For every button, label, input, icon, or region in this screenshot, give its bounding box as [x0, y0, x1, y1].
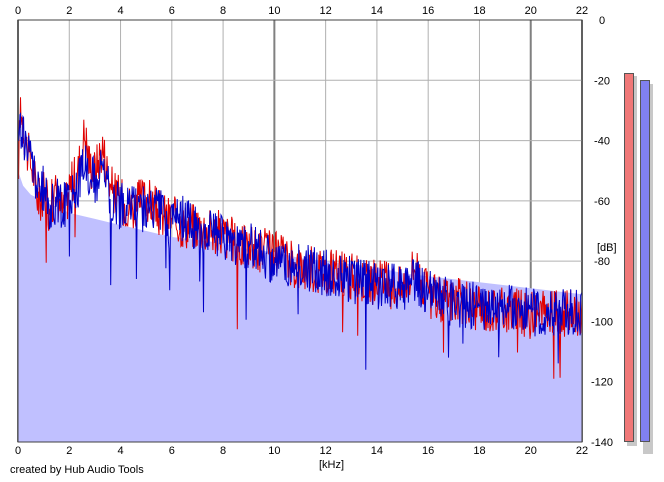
y-tick-label: -100: [591, 316, 613, 328]
x-tick-label-bottom: 10: [268, 445, 280, 457]
y-axis-label: [dB]: [597, 242, 617, 254]
x-tick-label-bottom: 6: [169, 445, 175, 457]
x-tick-label-top: 20: [525, 5, 537, 17]
x-tick-label-bottom: 20: [525, 445, 537, 457]
x-tick-label-top: 18: [473, 5, 485, 17]
plot-frame: [17, 19, 583, 443]
x-tick-label-top: 6: [169, 5, 175, 17]
y-tick-label: -40: [594, 136, 610, 148]
x-tick-label-bottom: 18: [473, 445, 485, 457]
x-tick-label-top: 10: [268, 5, 280, 17]
spectrum-area: [18, 170, 582, 442]
x-tick-label-bottom: 16: [422, 445, 434, 457]
spectrum-series: [17, 97, 583, 379]
x-tick-label-bottom: 2: [66, 445, 72, 457]
tick-labels: 002244668810101212141416161818202022220-…: [15, 5, 613, 457]
spectrum-fill: [18, 170, 582, 442]
y-tick-label: -120: [591, 377, 613, 389]
y-tick-label: -140: [591, 437, 613, 449]
x-tick-label-top: 8: [220, 5, 226, 17]
y-tick-label: -60: [594, 196, 610, 208]
x-tick-label-top: 2: [66, 5, 72, 17]
x-tick-label-top: 22: [576, 5, 588, 17]
x-tick-label-top: 14: [371, 5, 383, 17]
x-tick-label-bottom: 8: [220, 445, 226, 457]
x-tick-label-bottom: 12: [320, 445, 332, 457]
x-tick-label-bottom: 14: [371, 445, 383, 457]
x-tick-label-top: 4: [117, 5, 123, 17]
x-axis-label: [kHz]: [319, 459, 345, 471]
y-tick-label: -80: [594, 256, 610, 268]
x-tick-label-top: 12: [320, 5, 332, 17]
y-tick-label: 0: [599, 15, 605, 27]
x-tick-label-bottom: 4: [117, 445, 123, 457]
x-tick-label-top: 0: [15, 5, 21, 17]
credit-text: created by Hub Audio Tools: [10, 464, 144, 476]
x-tick-label-bottom: 22: [576, 445, 588, 457]
series-line-1: [17, 112, 583, 370]
meter-right: [640, 80, 650, 442]
x-tick-label-bottom: 0: [15, 445, 21, 457]
y-tick-label: -20: [594, 75, 610, 87]
x-tick-label-top: 16: [422, 5, 434, 17]
meter-left: [624, 72, 634, 442]
